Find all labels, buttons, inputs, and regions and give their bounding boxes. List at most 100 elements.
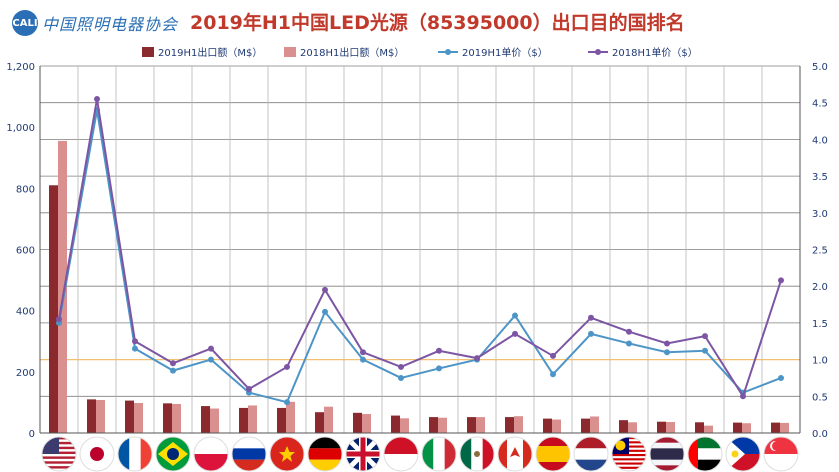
y-right-tick-label: 3.5 xyxy=(812,172,828,183)
series-point xyxy=(512,312,518,319)
bar xyxy=(362,414,371,433)
chart-title: 2019年H1中国LED光源（85395000）出口目的国排名 xyxy=(190,12,685,34)
y-right-tick-label: 2.5 xyxy=(812,246,828,257)
legend-marker xyxy=(595,49,601,55)
bar xyxy=(87,399,96,433)
flag-poland-icon-border xyxy=(193,436,229,472)
series-point xyxy=(360,356,366,363)
series-point xyxy=(778,374,784,381)
legend-label: 2018H1出口额（M$） xyxy=(300,46,404,59)
flag-canada-icon-border xyxy=(497,436,533,472)
legend-label: 2019H1出口额（M$） xyxy=(158,46,262,59)
series-point xyxy=(132,345,138,352)
bar xyxy=(666,421,675,433)
series-point xyxy=(246,385,252,392)
axes: 0.0 0.5 1.0 1.5 2.0 2.5 3.0 3.5 4.0 4.5 5.0 0 200 400… xyxy=(6,62,828,440)
bar xyxy=(467,417,476,433)
logo-text: 中国照明电器协会 xyxy=(42,15,179,34)
flag-germany-icon-border xyxy=(307,436,343,472)
bar xyxy=(125,400,134,433)
flag-philippines-icon-border xyxy=(725,436,761,472)
bar xyxy=(695,422,704,433)
bar xyxy=(590,416,599,433)
series-point xyxy=(132,338,138,345)
logo-icon: CALI xyxy=(12,10,38,36)
bar xyxy=(505,417,514,433)
series-point xyxy=(322,286,328,293)
series-point xyxy=(474,355,480,362)
bar xyxy=(324,406,333,433)
series-point xyxy=(664,340,670,347)
flag-usa-icon xyxy=(42,437,76,469)
legend-marker xyxy=(445,49,451,55)
bar xyxy=(628,422,637,433)
flag-singapore-icon-border xyxy=(763,436,799,472)
bar xyxy=(201,406,210,433)
flag-russia-icon xyxy=(232,437,266,471)
series-point xyxy=(702,333,708,340)
y-right-tick-label: 4.5 xyxy=(812,99,828,110)
series-point xyxy=(588,314,594,321)
flag-brazil-icon-border xyxy=(155,436,191,472)
bar xyxy=(163,403,172,433)
lines xyxy=(56,96,784,406)
bar xyxy=(771,422,780,433)
logo: CALI 中国照明电器协会 xyxy=(12,10,178,36)
bar xyxy=(543,418,552,433)
flag-uk-icon xyxy=(346,437,380,471)
series-point xyxy=(588,330,594,337)
y-right-tick-label: 1.0 xyxy=(812,356,828,367)
flag-thailand-icon-border xyxy=(649,436,685,472)
bar xyxy=(438,417,447,433)
y-right-tick-label: 1.5 xyxy=(812,319,828,330)
series-point xyxy=(436,365,442,372)
legend-label: 2018H1单价（$） xyxy=(612,47,698,59)
y-right-tick-label: 4.0 xyxy=(812,135,828,146)
y-left-tick-label: 200 xyxy=(16,368,35,379)
legend-swatch xyxy=(142,47,154,57)
flag-germany-icon xyxy=(308,437,342,471)
bar xyxy=(514,416,523,433)
bars xyxy=(49,140,789,433)
series-point xyxy=(56,316,62,323)
bar xyxy=(619,420,628,433)
series-point xyxy=(550,352,556,359)
flag-russia-icon-border xyxy=(231,436,267,472)
y-left-tick-label: 1,200 xyxy=(6,62,35,73)
series-point xyxy=(208,345,214,352)
series-point xyxy=(740,393,746,400)
y-right-tick-label: 2.0 xyxy=(812,282,828,293)
flag-italy-icon-border xyxy=(421,436,457,472)
series-point xyxy=(322,308,328,315)
bar xyxy=(210,408,219,433)
legend-label: 2019H1单价（$） xyxy=(462,47,548,59)
flag-row xyxy=(41,436,799,472)
series-point xyxy=(360,349,366,356)
series-point xyxy=(284,399,290,406)
series-point xyxy=(550,371,556,378)
series-point xyxy=(702,347,708,354)
bar xyxy=(400,418,409,433)
bar xyxy=(704,425,713,433)
y-left-tick-label: 0 xyxy=(29,429,35,440)
header: CALI 中国照明电器协会 2019年H1中国LED光源（85395000）出口… xyxy=(0,0,839,44)
series-point xyxy=(664,349,670,356)
flag-japan-icon xyxy=(80,437,114,471)
y-left-tick-label: 400 xyxy=(16,307,35,318)
flag-singapore-icon xyxy=(764,437,798,471)
series-point xyxy=(208,356,214,363)
bar xyxy=(49,185,58,433)
flag-vietnam-icon xyxy=(270,437,304,471)
series-point xyxy=(94,96,100,103)
flag-uk-icon-border xyxy=(345,436,381,472)
bar xyxy=(172,403,181,433)
series-point xyxy=(398,363,404,370)
series-point xyxy=(626,328,632,335)
series-line xyxy=(58,109,782,404)
flag-japan-icon-border xyxy=(79,436,115,472)
legend: 2019H1出口额（M$） 2018H1出口额（M$） 2019H1单价（$） 201… xyxy=(142,46,698,59)
bar xyxy=(733,422,742,433)
flag-netherlands-icon-border xyxy=(573,436,609,472)
flag-france-icon-border xyxy=(117,436,153,472)
